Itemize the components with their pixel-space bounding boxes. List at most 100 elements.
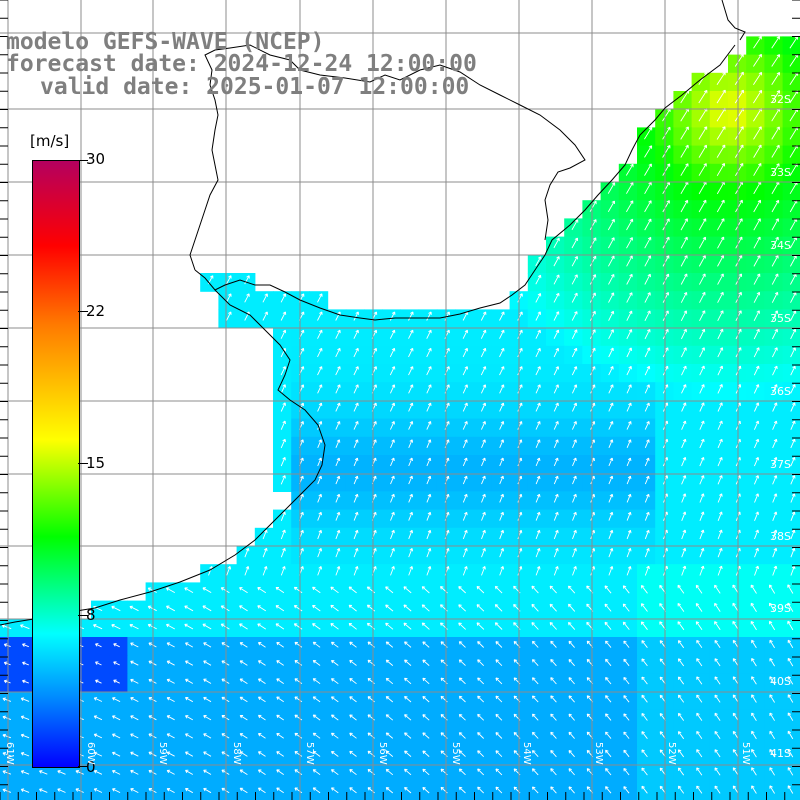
wind-arrow bbox=[699, 529, 705, 540]
wind-arrow bbox=[257, 642, 266, 648]
wind-arrow bbox=[422, 714, 430, 721]
wind-arrow bbox=[769, 767, 775, 776]
wind-arrow bbox=[589, 237, 597, 249]
wind-arrow bbox=[732, 639, 739, 649]
wind-arrow bbox=[790, 475, 796, 485]
wind-arrow bbox=[790, 310, 797, 322]
wind-arrow bbox=[662, 310, 669, 322]
wind-speed-field bbox=[0, 36, 800, 800]
wind-arrow bbox=[244, 293, 250, 303]
wind-arrow bbox=[499, 439, 505, 448]
lat-label: 33S bbox=[770, 166, 791, 179]
wind-arrow bbox=[714, 712, 721, 721]
wind-arrow bbox=[571, 311, 578, 321]
wind-arrow bbox=[353, 475, 359, 485]
wind-arrow bbox=[480, 421, 486, 430]
wind-arrow bbox=[366, 604, 376, 612]
wind-arrow bbox=[389, 384, 396, 394]
wind-arrow bbox=[353, 421, 359, 430]
wind-arrow bbox=[458, 786, 466, 794]
wind-arrow bbox=[751, 730, 757, 740]
wind-arrow bbox=[550, 677, 557, 685]
wind-arrow bbox=[787, 767, 794, 776]
wind-arrow bbox=[499, 493, 505, 503]
wind-arrow bbox=[353, 366, 359, 376]
wind-speed-cell bbox=[782, 691, 800, 711]
wind-arrow bbox=[404, 768, 412, 776]
wind-arrow bbox=[644, 310, 651, 322]
wind-arrow bbox=[608, 547, 614, 558]
wind-arrow bbox=[644, 181, 652, 195]
wind-arrow bbox=[677, 712, 685, 721]
wind-arrow bbox=[517, 402, 523, 412]
wind-arrow bbox=[750, 620, 757, 631]
wind-arrow bbox=[280, 456, 286, 467]
wind-arrow bbox=[385, 750, 394, 757]
wind-arrow bbox=[385, 714, 394, 721]
wind-arrow bbox=[771, 54, 781, 67]
wind-arrow bbox=[550, 640, 557, 648]
wind-arrow bbox=[572, 457, 577, 467]
wind-arrow bbox=[531, 622, 539, 630]
wind-arrow bbox=[280, 475, 286, 485]
wind-arrow bbox=[717, 511, 723, 521]
wind-arrow bbox=[2, 788, 12, 793]
wind-arrow bbox=[681, 384, 687, 394]
lat-label: 41S bbox=[770, 747, 791, 760]
wind-arrow bbox=[262, 529, 268, 540]
wind-arrow bbox=[477, 713, 485, 721]
wind-arrow bbox=[280, 293, 287, 303]
wind-arrow bbox=[553, 493, 559, 503]
wind-arrow bbox=[408, 529, 414, 540]
wind-arrow bbox=[641, 658, 648, 667]
wind-arrow bbox=[787, 785, 794, 794]
wind-arrow bbox=[531, 695, 539, 703]
wind-direction-arrows bbox=[1, 35, 799, 794]
wind-arrow bbox=[499, 457, 504, 467]
wind-arrow bbox=[699, 475, 705, 485]
wind-arrow bbox=[390, 566, 395, 576]
wind-arrow bbox=[390, 511, 395, 521]
wind-arrow bbox=[626, 493, 632, 503]
wind-arrow bbox=[495, 641, 503, 648]
wind-arrow bbox=[622, 621, 630, 630]
wind-arrow bbox=[185, 696, 194, 703]
wind-arrow bbox=[677, 676, 685, 685]
wind-arrow bbox=[772, 475, 778, 485]
wind-arrow bbox=[680, 236, 688, 249]
wind-arrow bbox=[535, 402, 541, 412]
wind-arrow bbox=[550, 786, 557, 794]
wind-arrow bbox=[699, 347, 705, 358]
wind-arrow bbox=[408, 439, 414, 448]
wind-arrow bbox=[699, 438, 705, 449]
wind-arrow bbox=[95, 643, 102, 648]
wind-arrow bbox=[517, 421, 523, 430]
wind-arrow bbox=[477, 786, 485, 794]
wind-arrow bbox=[535, 274, 542, 285]
wind-arrow bbox=[623, 749, 630, 758]
wind-arrow bbox=[239, 769, 248, 775]
wind-arrow bbox=[717, 402, 723, 412]
wind-arrow bbox=[276, 751, 284, 757]
wind-arrow bbox=[312, 659, 321, 666]
wind-arrow bbox=[553, 329, 560, 339]
wind-arrow bbox=[717, 529, 723, 540]
wind-arrow bbox=[499, 547, 505, 558]
wind-arrow bbox=[696, 749, 703, 758]
wind-arrow bbox=[626, 310, 633, 321]
wind-arrow bbox=[330, 659, 339, 666]
wind-arrow bbox=[75, 788, 84, 793]
wind-arrow bbox=[608, 439, 614, 448]
wind-arrow bbox=[626, 439, 632, 448]
wind-arrow bbox=[717, 255, 725, 267]
wind-arrow bbox=[93, 697, 103, 702]
wind-speed-cell bbox=[491, 782, 511, 800]
wind-arrow bbox=[335, 329, 341, 339]
wind-arrow bbox=[257, 696, 266, 703]
wind-arrow bbox=[698, 236, 707, 249]
wind-arrow bbox=[517, 311, 523, 321]
wind-arrow bbox=[294, 678, 303, 684]
wind-arrow bbox=[644, 273, 651, 285]
wind-arrow bbox=[626, 566, 632, 576]
wind-arrow bbox=[662, 236, 670, 249]
